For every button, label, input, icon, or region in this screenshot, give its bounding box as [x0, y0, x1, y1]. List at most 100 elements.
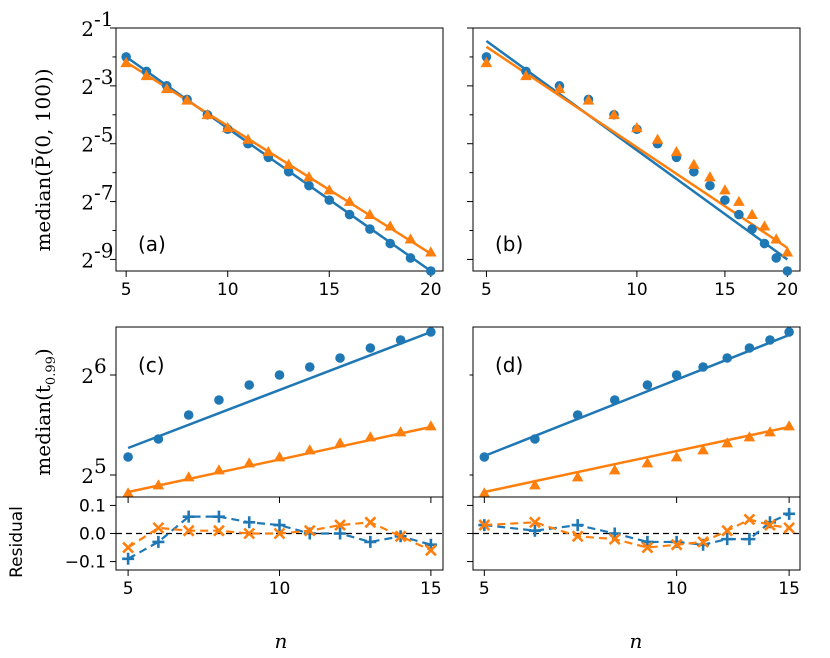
y-tick-label-exponent: 5 — [94, 454, 107, 478]
data-point-triangle — [384, 220, 396, 231]
x-tick-label: 5 — [121, 280, 132, 300]
data-point-circle — [153, 434, 164, 444]
data-point-triangle — [743, 431, 756, 442]
data-point-x — [641, 541, 654, 554]
ylabel-middle-subscript: 0.99 — [44, 356, 59, 385]
data-point-triangle — [478, 487, 491, 498]
data-point-triangle — [704, 171, 716, 182]
data-point-plus — [528, 524, 541, 537]
data-point-circle — [572, 410, 583, 420]
data-point-x — [571, 530, 584, 543]
data-point-circle — [689, 166, 699, 177]
data-point-x — [783, 521, 796, 534]
data-point-circle — [214, 395, 224, 405]
y-tick-label-base: 2 — [81, 17, 94, 41]
y-tick-label-base: 2 — [81, 191, 94, 215]
data-point-x — [152, 521, 165, 534]
panel-c-residual: 5 10 15 −0.1 0.0 0.1 — [65, 496, 444, 599]
panel-label: (a) — [138, 232, 166, 256]
data-point-triangle — [670, 451, 683, 462]
fit-line-blue — [127, 330, 432, 450]
panel-c: 2 52 6 (c) — [81, 326, 444, 503]
data-point-plus — [571, 519, 584, 532]
y-tick-label-base: 2 — [81, 75, 94, 99]
data-point-triangle — [697, 444, 709, 455]
data-point-circle — [426, 266, 436, 276]
data-point-circle — [698, 362, 708, 372]
data-point-x — [721, 524, 734, 537]
panel-a: 5 10 15 202 -92 -72 -52 -32 -1(a) — [81, 7, 444, 300]
data-point-triangle — [425, 246, 437, 257]
panel-label: (d) — [495, 353, 523, 377]
data-point-circle — [609, 395, 620, 405]
x-tick-label: 15 — [778, 579, 800, 599]
panel-b: 5 10 15 20 (b) — [467, 27, 801, 300]
panel-label: (b) — [495, 232, 523, 256]
x-tick-label: 10 — [217, 280, 239, 300]
y-tick-label-base: 2 — [81, 464, 94, 488]
data-point-triangle — [582, 94, 595, 105]
x-tick-label: 10 — [626, 280, 648, 300]
axes-frame — [115, 326, 444, 498]
data-point-circle — [385, 238, 395, 249]
data-point-x — [697, 536, 709, 548]
x-tick-label: 15 — [714, 280, 736, 300]
data-point-circle — [722, 353, 733, 363]
data-point-triangle — [608, 108, 620, 120]
data-point-triangle — [721, 437, 734, 448]
data-point-x — [424, 544, 437, 557]
y-tick-label: 0.0 — [79, 525, 106, 545]
y-tick-label-exponent: -3 — [94, 65, 113, 89]
panel-d-residual: 5 10 15 — [467, 496, 801, 599]
data-point-x — [122, 541, 135, 554]
data-point-x — [213, 524, 225, 537]
x-tick-label: 10 — [666, 579, 688, 599]
data-point-circle — [734, 209, 744, 220]
data-point-circle — [479, 452, 490, 462]
panel-d: (d) — [469, 326, 801, 503]
data-point-plus — [152, 535, 165, 548]
data-point-triangle — [631, 122, 643, 133]
data-point-plus — [364, 535, 377, 548]
data-point-x — [364, 516, 377, 529]
ylabel-middle-main: median(t — [31, 385, 55, 476]
data-point-triangle — [529, 479, 541, 490]
data-point-plus — [212, 510, 225, 523]
y-tick-label: −0.1 — [65, 553, 106, 573]
data-point-circle — [335, 353, 345, 363]
data-point-triangle — [282, 158, 295, 169]
y-tick-label-exponent: -9 — [94, 238, 113, 262]
data-point-triangle — [364, 208, 376, 219]
data-point-triangle — [243, 457, 256, 468]
data-point-circle — [274, 370, 285, 380]
data-point-triangle — [651, 133, 664, 144]
data-point-circle — [747, 224, 757, 234]
data-point-x — [528, 516, 541, 529]
xlabel-left: n — [275, 629, 288, 653]
data-point-circle — [405, 253, 416, 263]
x-tick-label: 15 — [318, 280, 340, 300]
ylabel-middle: median(t0.99) — [31, 348, 59, 475]
data-point-triangle — [120, 56, 132, 68]
data-point-triangle — [520, 69, 532, 81]
data-point-triangle — [394, 426, 407, 437]
data-point-circle — [324, 195, 335, 205]
data-point-x — [394, 530, 407, 543]
xlabel-right: n — [630, 629, 643, 653]
data-point-triangle — [781, 246, 794, 257]
data-point-circle — [759, 238, 770, 249]
y-tick-label-exponent: -5 — [94, 123, 113, 147]
ylabel-top: median(P̄(0, 100)) — [30, 68, 55, 251]
fit-line-blue — [125, 55, 432, 273]
data-point-circle — [671, 370, 682, 380]
data-point-triangle — [303, 444, 316, 455]
data-point-triangle — [783, 420, 795, 431]
data-point-triangle — [140, 69, 153, 81]
data-point-circle — [395, 335, 406, 345]
data-point-circle — [123, 452, 133, 462]
data-point-triangle — [670, 146, 683, 157]
y-tick-label-exponent: -1 — [94, 7, 113, 31]
data-point-circle — [344, 209, 355, 220]
data-point-triangle — [553, 82, 566, 94]
data-point-plus — [783, 507, 796, 520]
